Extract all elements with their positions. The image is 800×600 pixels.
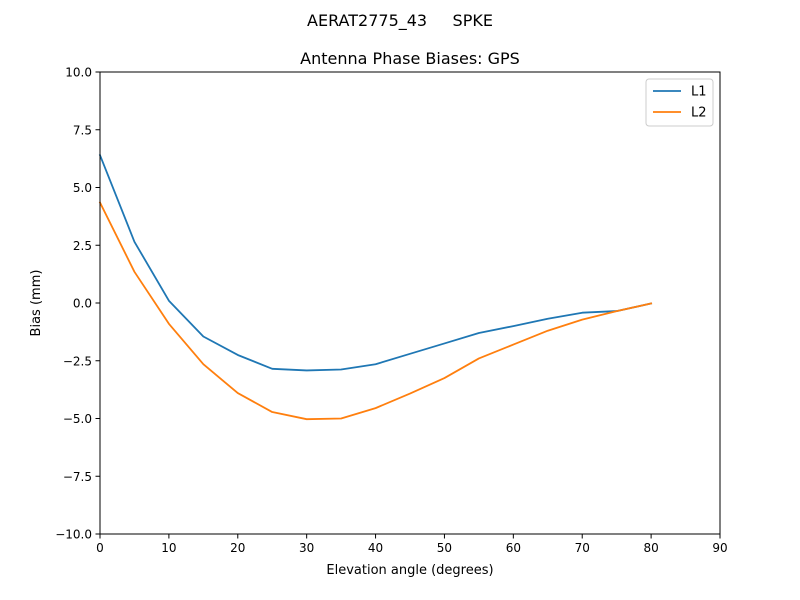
x-tick-label: 0 bbox=[96, 541, 104, 555]
y-tick-label: 7.5 bbox=[73, 123, 92, 137]
x-tick-label: 70 bbox=[575, 541, 590, 555]
x-tick-label: 30 bbox=[299, 541, 314, 555]
chart-title: Antenna Phase Biases: GPS bbox=[300, 49, 520, 68]
x-tick-label: 90 bbox=[712, 541, 727, 555]
series-line-l1 bbox=[98, 153, 653, 372]
y-tick-label: −5.0 bbox=[63, 412, 92, 426]
x-tick-label: 40 bbox=[368, 541, 383, 555]
y-tick-label: 0.0 bbox=[73, 297, 92, 311]
plot-area: 0 10 20 30 40 50 60 70 80 90 −10.0 −7.5 −5.0 −2.5 0.0 2… bbox=[55, 66, 727, 556]
x-tick-label: 80 bbox=[643, 541, 658, 555]
x-axis-label: Elevation angle (degrees) bbox=[326, 563, 493, 578]
plot-frame bbox=[99, 71, 721, 535]
x-tick-label: 20 bbox=[230, 541, 245, 555]
legend-label-l2: L2 bbox=[691, 106, 707, 121]
chart-suptitle: AERAT2775_43 SPKE bbox=[307, 11, 493, 31]
y-tick-label: 5.0 bbox=[73, 181, 92, 195]
x-tick-label: 50 bbox=[437, 541, 452, 555]
x-tick-label: 10 bbox=[161, 541, 176, 555]
y-tick-label: −2.5 bbox=[63, 354, 92, 368]
y-axis-label: Bias (mm) bbox=[29, 270, 44, 337]
x-tick-label: 60 bbox=[506, 541, 521, 555]
legend-label-l1: L1 bbox=[691, 85, 707, 100]
y-tick-label: −7.5 bbox=[63, 470, 92, 484]
y-tick-label: 10.0 bbox=[65, 66, 92, 80]
y-tick-label: 2.5 bbox=[73, 239, 92, 253]
series-line-l2 bbox=[98, 201, 653, 421]
y-tick-label: −10.0 bbox=[55, 528, 92, 542]
